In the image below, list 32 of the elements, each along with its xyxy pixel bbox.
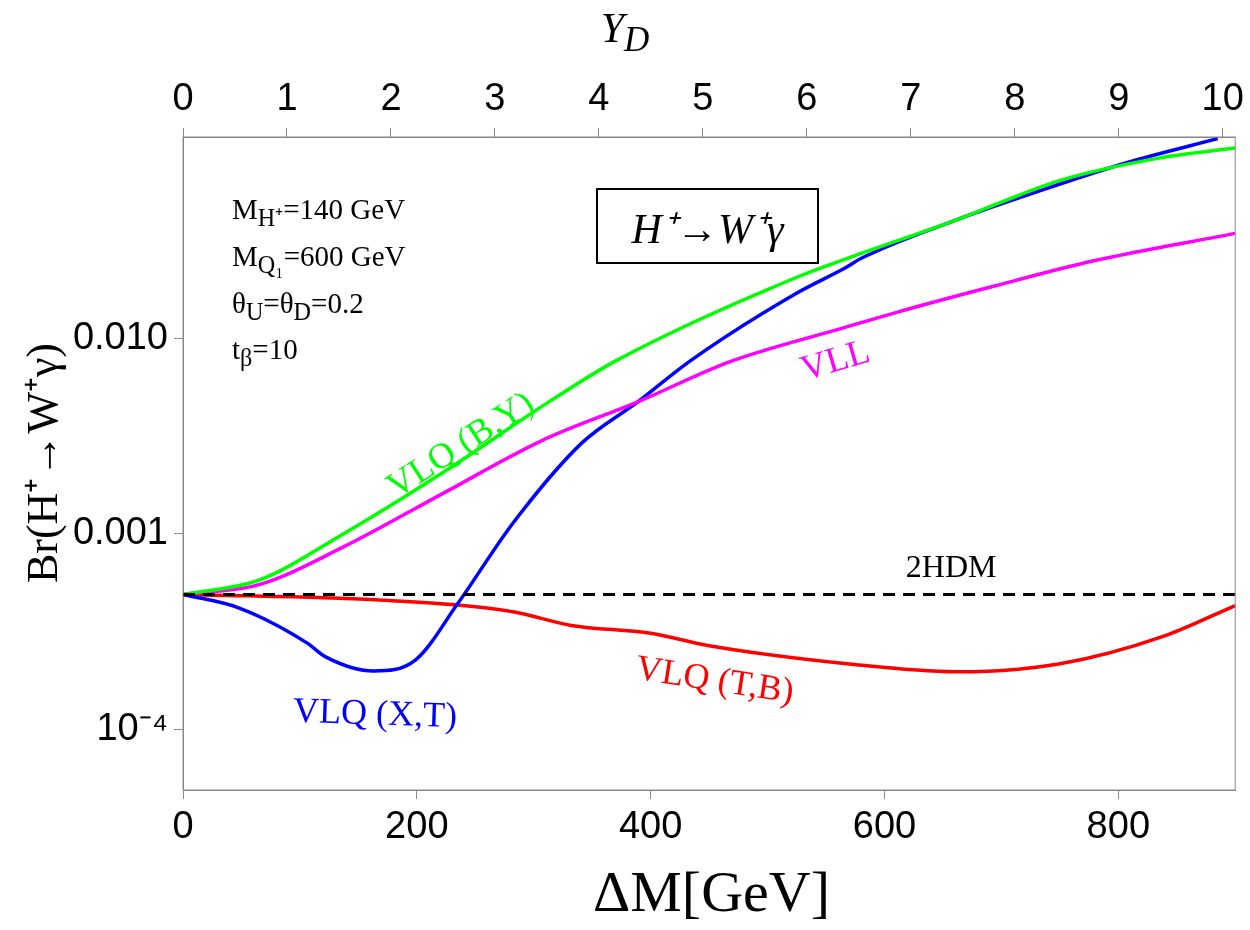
x2-tick-label: 2 [380, 75, 402, 118]
annotation: M$_{Q₁}$=600 GeV [232, 239, 406, 278]
text: VLQ (T,B) [633, 646, 797, 711]
x-tick-label: 400 [618, 804, 683, 847]
text: VLL [795, 330, 875, 389]
annotation: M$_{H⁺}$=140 GeV [232, 193, 406, 231]
x2-tick-label: 7 [900, 75, 922, 118]
line-series [183, 146, 1236, 597]
x2-tick-label: 8 [1004, 75, 1026, 118]
x-axis-title: ΔM[GeV] [592, 858, 831, 925]
x2-tick-label: 4 [588, 75, 610, 118]
y-axis-title: Br(H⁺→W⁺γ) [17, 342, 68, 584]
y-tick-label: 0.001 [72, 510, 168, 553]
series-label: VLQ (X,T) [292, 689, 458, 736]
text: H⁺→W⁺γ [596, 188, 819, 264]
x-tick-label: 0 [172, 804, 194, 847]
x2-tick-label: 10 [1201, 75, 1244, 118]
y-tick-label: 10⁻⁴ [96, 705, 168, 748]
x2-tick-label: 1 [276, 75, 298, 118]
x-tick-label: 600 [852, 804, 917, 847]
x2-tick-label: 3 [484, 75, 506, 118]
y-tick-label: 0.010 [72, 314, 168, 357]
x2-tick-label: 5 [692, 75, 714, 118]
x2-tick-label: 6 [796, 75, 818, 118]
ref-line-label: 2HDM [905, 547, 997, 584]
x-tick-label: 200 [385, 804, 449, 847]
annotation: t$_{β}$=10 [232, 333, 298, 372]
annotation: θ$_{U}$=θ$_{D}$=0.2 [232, 286, 364, 325]
x2-tick-label: 9 [1108, 75, 1130, 118]
x2-axis-title: Y$_{D}$ [599, 4, 651, 61]
x2-tick-label: 0 [172, 75, 194, 118]
x-tick-label: 800 [1086, 804, 1151, 847]
